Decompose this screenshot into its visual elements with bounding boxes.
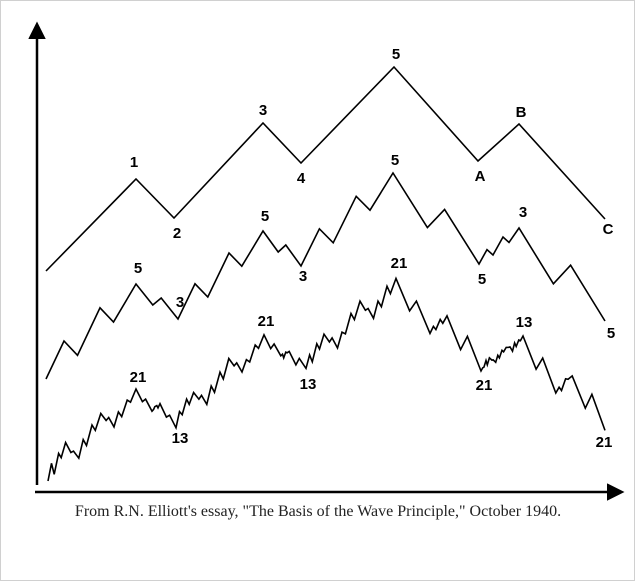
wave-label: 5 — [134, 260, 142, 277]
wave-label: A — [475, 168, 486, 185]
wave-label: 5 — [261, 208, 269, 225]
wave-label: 5 — [607, 325, 615, 342]
wave-label: 13 — [300, 376, 317, 393]
wave-label: C — [603, 221, 614, 238]
wave-label: 21 — [476, 377, 493, 394]
wave-label: 5 — [392, 46, 400, 63]
wave-label: 21 — [258, 313, 275, 330]
wave-line — [47, 276, 606, 482]
wave-label: B — [516, 104, 527, 121]
wave-label: 13 — [172, 430, 189, 447]
wave-label: 21 — [130, 369, 147, 386]
wave-label: 21 — [596, 434, 613, 451]
wave-label: 1 — [130, 154, 138, 171]
wave-diagram: 1 2 3 4 5 A B C 5 3 5 3 5 5 3 5 21 13 21 13 21 21 13 21 — [28, 21, 625, 501]
wave-line — [45, 65, 606, 272]
wave-label: 3 — [299, 268, 307, 285]
wave-line — [45, 171, 606, 380]
wave-label: 5 — [391, 152, 399, 169]
wave-label: 3 — [176, 294, 184, 311]
waves: 1 2 3 4 5 A B C 5 3 5 3 5 5 3 5 21 13 21 13 21 21 13 21 — [45, 46, 615, 482]
wave-label: 21 — [391, 255, 408, 272]
caption: From R.N. Elliott's essay, "The Basis of… — [74, 503, 562, 520]
wave-label: 3 — [259, 102, 267, 119]
wave-label: 2 — [173, 225, 181, 242]
wave-label: 13 — [516, 314, 533, 331]
wave-label: 4 — [297, 170, 306, 187]
wave-label: 5 — [478, 271, 486, 288]
wave-label: 3 — [519, 204, 527, 221]
